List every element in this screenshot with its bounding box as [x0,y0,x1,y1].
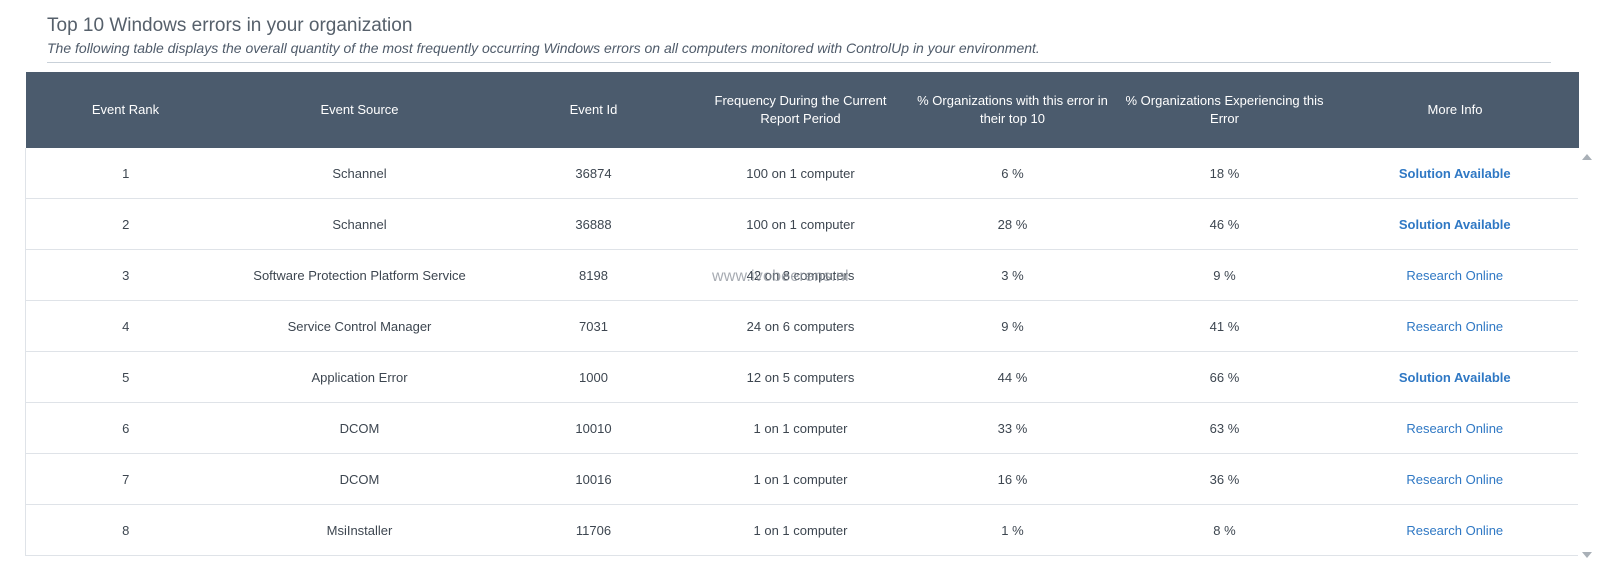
event-id-cell: 10016 [493,453,694,505]
pct-top10-cell: 6 % [907,148,1118,199]
more-info-cell: Research Online [1331,453,1579,505]
more-info-cell: Research Online [1331,249,1579,301]
table-row: 4 Service Control Manager 7031 24 on 6 comp… [25,300,1579,352]
event-id-cell: 1000 [493,351,694,403]
pct-experiencing-cell: 8 % [1117,504,1332,556]
column-header-frequency: Frequency During the Current Report Peri… [693,72,908,148]
column-header-event-source: Event Source [225,72,494,148]
rank-cell: 2 [25,198,226,250]
event-id-cell: 11706 [493,504,694,556]
column-header-pct-experiencing: % Organizations Experiencing this Error [1117,72,1332,148]
column-header-event-id: Event Id [493,72,694,148]
pct-experiencing-cell: 46 % [1117,198,1332,250]
more-info-cell: Solution Available [1331,198,1579,250]
frequency-cell: 1 on 1 computer [693,453,908,505]
research-online-link[interactable]: Research Online [1406,420,1504,436]
table-row: 2 Schannel 36888 100 on 1 computer 28 % 46 % S… [25,198,1579,250]
more-info-cell: Research Online [1331,300,1579,352]
table-body: 1 Schannel 36874 100 on 1 computer 6 % 18 % So… [25,148,1579,556]
event-source-cell: DCOM [225,402,494,454]
table-row: 3 Software Protection Platform Service 819… [25,249,1579,301]
solution-available-link[interactable]: Solution Available [1398,369,1511,385]
more-info-cell: Research Online [1331,504,1579,556]
event-source-cell: Schannel [225,148,494,199]
research-online-link[interactable]: Research Online [1406,318,1504,334]
scroll-down-icon[interactable] [1582,552,1592,558]
more-info-cell: Research Online [1331,402,1579,454]
section-title: Top 10 Windows errors in your organizati… [47,15,413,36]
pct-top10-cell: 9 % [907,300,1118,352]
errors-table: Event Rank Event Source Event Id Frequen… [25,72,1579,556]
column-header-event-rank: Event Rank [25,72,226,148]
event-source-cell: Service Control Manager [225,300,494,352]
more-info-cell: Solution Available [1331,351,1579,403]
frequency-cell: 42 on 8 computers [693,249,908,301]
rank-cell: 3 [25,249,226,301]
frequency-cell: 1 on 1 computer [693,504,908,556]
pct-top10-cell: 16 % [907,453,1118,505]
table-row: 8 MsiInstaller 11706 1 on 1 computer 1 % 8 % R… [25,504,1579,556]
pct-top10-cell: 44 % [907,351,1118,403]
section-subtitle: The following table displays the overall… [47,38,1551,63]
pct-top10-cell: 33 % [907,402,1118,454]
table-row: 6 DCOM 10010 1 on 1 computer 33 % 63 % Researc… [25,402,1579,454]
pct-experiencing-cell: 18 % [1117,148,1332,199]
event-id-cell: 36874 [493,148,694,199]
column-header-pct-top10: % Organizations with this error in their… [907,72,1118,148]
pct-experiencing-cell: 66 % [1117,351,1332,403]
pct-experiencing-cell: 41 % [1117,300,1332,352]
event-source-cell: Application Error [225,351,494,403]
table-row: 7 DCOM 10016 1 on 1 computer 16 % 36 % Researc… [25,453,1579,505]
table-scrollbar[interactable] [1578,148,1596,564]
frequency-cell: 24 on 6 computers [693,300,908,352]
table-row: 1 Schannel 36874 100 on 1 computer 6 % 18 % So… [25,148,1579,199]
frequency-cell: 1 on 1 computer [693,402,908,454]
event-source-cell: DCOM [225,453,494,505]
pct-experiencing-cell: 63 % [1117,402,1332,454]
rank-cell: 7 [25,453,226,505]
pct-top10-cell: 3 % [907,249,1118,301]
pct-experiencing-cell: 9 % [1117,249,1332,301]
research-online-link[interactable]: Research Online [1406,522,1504,538]
scroll-up-icon[interactable] [1582,154,1592,160]
event-id-cell: 36888 [493,198,694,250]
research-online-link[interactable]: Research Online [1406,471,1504,487]
column-header-more-info: More Info [1331,72,1579,148]
frequency-cell: 12 on 5 computers [693,351,908,403]
table-row: 5 Application Error 1000 12 on 5 computers 4… [25,351,1579,403]
frequency-cell: 100 on 1 computer [693,198,908,250]
frequency-cell: 100 on 1 computer [693,148,908,199]
event-source-cell: MsiInstaller [225,504,494,556]
event-id-cell: 10010 [493,402,694,454]
solution-available-link[interactable]: Solution Available [1398,216,1511,232]
rank-cell: 6 [25,402,226,454]
pct-top10-cell: 28 % [907,198,1118,250]
event-source-cell: Schannel [225,198,494,250]
rank-cell: 4 [25,300,226,352]
research-online-link[interactable]: Research Online [1406,267,1504,283]
section-header: Top 10 Windows errors in your organizati… [47,14,1551,63]
table-header-row: Event Rank Event Source Event Id Frequen… [25,72,1579,148]
rank-cell: 8 [25,504,226,556]
event-id-cell: 8198 [493,249,694,301]
solution-available-link[interactable]: Solution Available [1398,165,1511,181]
more-info-cell: Solution Available [1331,148,1579,199]
errors-table-container[interactable]: Event Rank Event Source Event Id Frequen… [25,72,1596,564]
event-source-cell: Software Protection Platform Service [225,249,494,301]
rank-cell: 5 [25,351,226,403]
pct-top10-cell: 1 % [907,504,1118,556]
rank-cell: 1 [25,148,226,199]
pct-experiencing-cell: 36 % [1117,453,1332,505]
event-id-cell: 7031 [493,300,694,352]
